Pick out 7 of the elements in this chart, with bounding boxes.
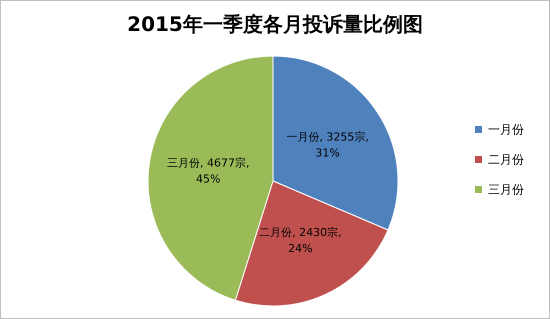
legend-label: 三月份	[488, 182, 524, 196]
data-label: 二月份, 2430宗, 24%	[259, 226, 342, 256]
data-label: 一月份, 3255宗, 31%	[286, 130, 369, 160]
legend-label: 二月份	[488, 152, 524, 166]
chart-title: 2015年一季度各月投诉量比例图	[127, 12, 423, 36]
data-label: 三月份, 4677宗, 45%	[167, 156, 250, 186]
legend-label: 一月份	[488, 122, 524, 136]
